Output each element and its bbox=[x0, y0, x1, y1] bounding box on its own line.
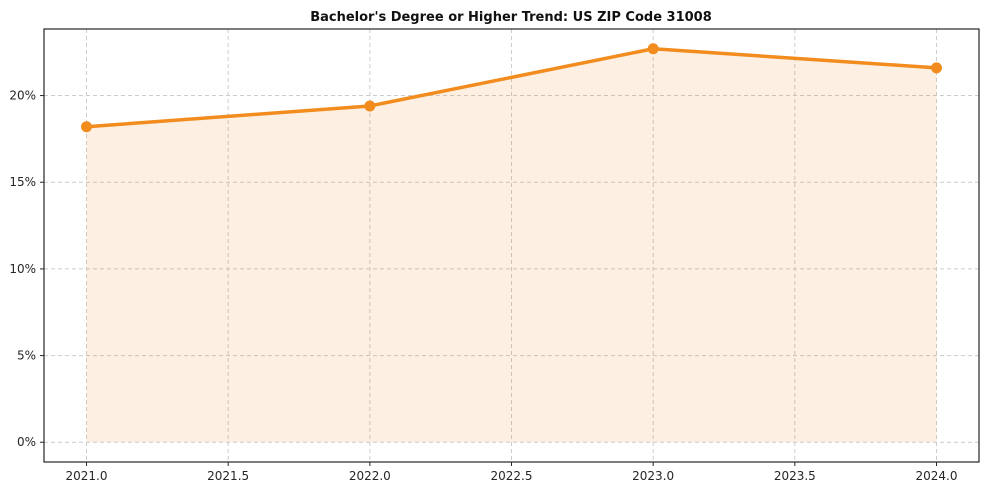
data-point-marker bbox=[364, 100, 376, 112]
data-point-marker bbox=[647, 43, 659, 55]
x-axis-tick-label: 2023.0 bbox=[632, 469, 674, 483]
chart-title: Bachelor's Degree or Higher Trend: US ZI… bbox=[310, 10, 712, 25]
x-axis-tick-label: 2021.0 bbox=[66, 469, 108, 483]
x-axis-tick-label: 2022.0 bbox=[349, 469, 391, 483]
x-axis-tick-label: 2024.0 bbox=[916, 469, 958, 483]
data-point-marker bbox=[81, 121, 92, 133]
y-axis-tick-label: 5% bbox=[17, 349, 36, 363]
x-axis-tick-label: 2023.5 bbox=[774, 469, 816, 483]
y-axis-tick-label: 0% bbox=[17, 435, 36, 449]
x-axis-tick-label: 2022.5 bbox=[491, 469, 533, 483]
data-point-marker bbox=[931, 62, 942, 74]
x-axis-tick-label: 2021.5 bbox=[207, 469, 249, 483]
y-axis-tick-label: 20% bbox=[9, 89, 36, 103]
y-axis-tick-label: 10% bbox=[9, 262, 36, 276]
chart-plot: 2021.0 2021.5 2022.0 2022.5 2023.0 2023.5 2024… bbox=[9, 28, 980, 483]
area-fill bbox=[86, 48, 937, 443]
trend-line bbox=[84, 47, 939, 129]
y-axis-tick-label: 15% bbox=[9, 175, 36, 189]
